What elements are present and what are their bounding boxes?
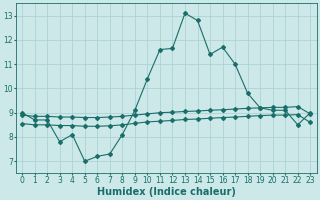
X-axis label: Humidex (Indice chaleur): Humidex (Indice chaleur) [97,187,236,197]
